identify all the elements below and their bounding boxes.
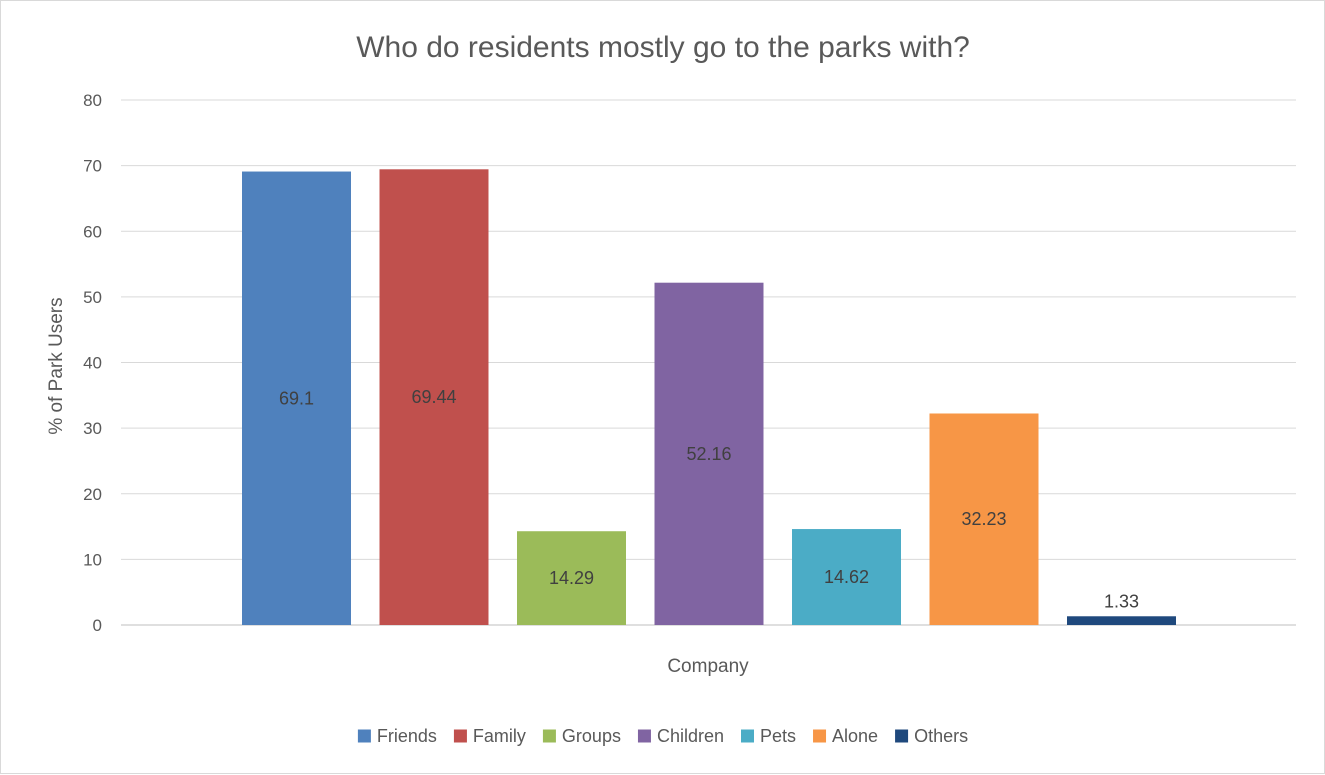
y-tick-label-20: 20 [83,485,102,504]
bar-children [654,282,764,625]
y-tick-label-50: 50 [83,288,102,307]
y-tick-label-10: 10 [83,550,102,569]
data-label-pets: 14.62 [824,567,869,587]
legend-swatch-family [453,729,467,743]
legend-swatch-children [637,729,651,743]
data-label-friends: 69.1 [279,388,314,408]
legend-swatch-others [895,729,909,743]
legend-label-children: Children [657,726,724,746]
bar-alone [929,413,1039,625]
y-tick-label-0: 0 [93,616,102,635]
y-tick-label-40: 40 [83,354,102,373]
legend-swatch-alone [813,729,827,743]
legend: Friends Family Groups Children Pets Alone Othe… [357,726,968,746]
data-label-family: 69.44 [411,387,456,407]
bar-family [379,169,489,626]
bar-friends [242,171,351,625]
x-axis-title: Company [667,656,749,677]
bar-others [1067,616,1176,625]
legend-label-friends: Friends [377,726,437,746]
y-axis-ticks: 0 10 20 30 40 50 60 70 80 [83,91,102,635]
bars [242,169,1176,626]
legend-swatch-groups [542,729,556,743]
legend-label-others: Others [914,726,968,746]
legend-label-alone: Alone [832,726,878,746]
legend-label-pets: Pets [760,726,796,746]
bar-groups [517,531,626,625]
legend-swatch-pets [741,729,754,743]
data-labels: 69.1 69.44 14.29 52.16 14.62 32.23 1.33 [279,387,1139,611]
legend-label-family: Family [473,726,526,746]
legend-swatch-friends [357,729,371,743]
legend-label-groups: Groups [562,726,621,746]
y-tick-label-60: 60 [83,222,102,241]
y-tick-label-80: 80 [83,91,102,110]
data-label-children: 52.16 [686,444,731,464]
y-tick-label-30: 30 [83,419,102,438]
data-label-alone: 32.23 [961,509,1006,529]
y-axis-title: % of Park Users [46,297,67,434]
bar-pets [792,529,901,625]
y-tick-label-70: 70 [83,157,102,176]
data-label-groups: 14.29 [549,568,594,588]
chart-title: Who do residents mostly go to the parks … [356,31,970,64]
data-label-others: 1.33 [1104,591,1139,611]
